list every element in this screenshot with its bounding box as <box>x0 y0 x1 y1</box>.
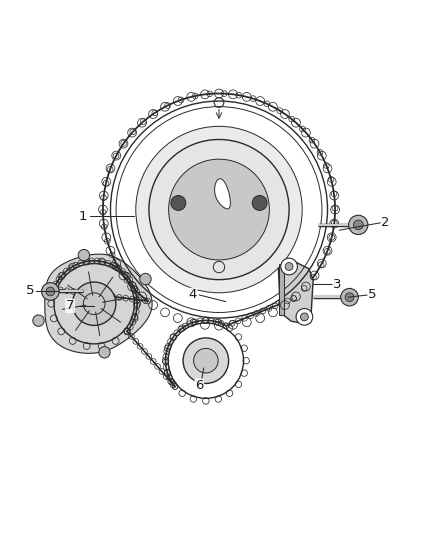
Text: 2: 2 <box>381 216 390 229</box>
Polygon shape <box>278 260 313 324</box>
Polygon shape <box>45 254 152 353</box>
Circle shape <box>296 309 313 325</box>
Circle shape <box>149 140 289 280</box>
Circle shape <box>345 293 354 302</box>
Circle shape <box>252 196 267 211</box>
Circle shape <box>281 258 297 275</box>
Circle shape <box>73 282 116 326</box>
Circle shape <box>300 313 308 321</box>
Circle shape <box>349 215 368 235</box>
Circle shape <box>194 349 218 373</box>
Text: 1: 1 <box>79 209 88 223</box>
Polygon shape <box>279 264 284 314</box>
Circle shape <box>46 287 55 296</box>
Circle shape <box>140 273 151 285</box>
Circle shape <box>83 293 105 314</box>
Text: 3: 3 <box>333 278 342 290</box>
Circle shape <box>169 159 269 260</box>
Circle shape <box>99 346 110 358</box>
Text: 5: 5 <box>368 288 377 302</box>
Circle shape <box>285 263 293 270</box>
Circle shape <box>42 282 59 300</box>
Text: 4: 4 <box>188 288 197 302</box>
Text: 5: 5 <box>26 284 35 297</box>
Text: 7: 7 <box>66 300 74 312</box>
Circle shape <box>353 220 363 230</box>
Circle shape <box>183 338 229 383</box>
Circle shape <box>33 315 44 326</box>
Circle shape <box>171 196 186 211</box>
Text: 6: 6 <box>195 379 204 392</box>
Circle shape <box>78 249 90 261</box>
Polygon shape <box>215 179 230 209</box>
Circle shape <box>136 126 302 293</box>
Circle shape <box>341 288 358 306</box>
